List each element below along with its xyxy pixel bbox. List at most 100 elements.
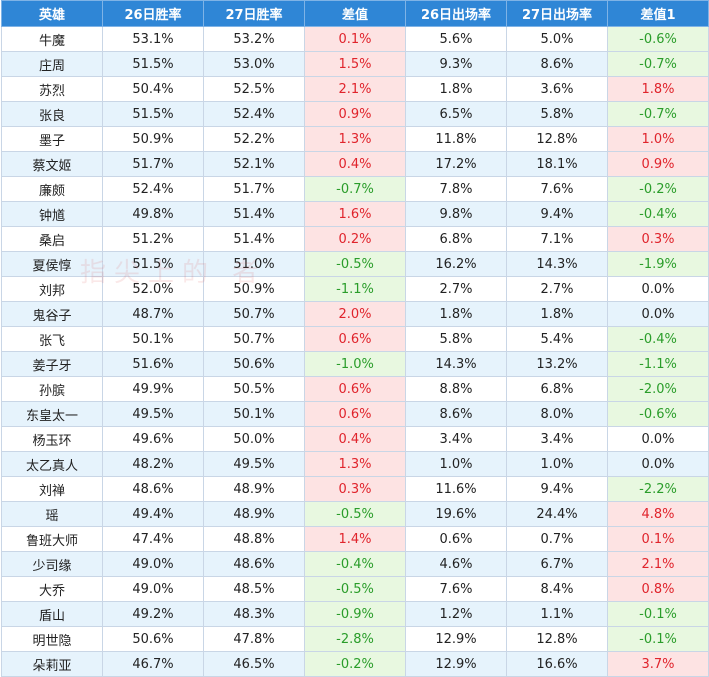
pickrate-diff-cell: 3.7%	[607, 651, 709, 677]
hero-name-cell: 墨子	[1, 126, 103, 152]
winrate-diff-cell: -1.1%	[304, 276, 406, 302]
pickrate-27-cell: 9.4%	[506, 201, 608, 227]
hero-name-cell: 夏侯惇	[1, 251, 103, 277]
winrate-27-cell: 51.4%	[203, 226, 305, 252]
pickrate-27-cell: 1.1%	[506, 601, 608, 627]
winrate-diff-cell: -2.8%	[304, 626, 406, 652]
winrate-26-cell: 49.9%	[102, 376, 204, 402]
table-body: 牛魔 53.1% 53.2% 0.1% 5.6% 5.0% -0.6% 庄周 51.5% 53.0…	[1, 26, 709, 677]
pickrate-27-cell: 8.0%	[506, 401, 608, 427]
hero-name-cell: 桑启	[1, 226, 103, 252]
hero-name-cell: 大乔	[1, 576, 103, 602]
winrate-26-cell: 49.4%	[102, 501, 204, 527]
table-row: 少司缘 49.0% 48.6% -0.4% 4.6% 6.7% 2.1%	[1, 551, 709, 577]
pickrate-diff-cell: 0.8%	[607, 576, 709, 602]
header-pickrate-27: 27日出场率	[506, 0, 608, 27]
winrate-diff-cell: 1.3%	[304, 451, 406, 477]
pickrate-26-cell: 16.2%	[405, 251, 507, 277]
winrate-diff-cell: 0.6%	[304, 376, 406, 402]
pickrate-27-cell: 8.4%	[506, 576, 608, 602]
winrate-27-cell: 52.1%	[203, 151, 305, 177]
winrate-27-cell: 53.2%	[203, 26, 305, 52]
table-row: 桑启 51.2% 51.4% 0.2% 6.8% 7.1% 0.3%	[1, 226, 709, 252]
winrate-26-cell: 51.5%	[102, 251, 204, 277]
winrate-27-cell: 51.7%	[203, 176, 305, 202]
pickrate-26-cell: 12.9%	[405, 626, 507, 652]
winrate-26-cell: 49.8%	[102, 201, 204, 227]
pickrate-27-cell: 5.8%	[506, 101, 608, 127]
winrate-diff-cell: 0.6%	[304, 401, 406, 427]
pickrate-27-cell: 13.2%	[506, 351, 608, 377]
pickrate-27-cell: 16.6%	[506, 651, 608, 677]
table-row: 张飞 50.1% 50.7% 0.6% 5.8% 5.4% -0.4%	[1, 326, 709, 352]
table-row: 张良 51.5% 52.4% 0.9% 6.5% 5.8% -0.7%	[1, 101, 709, 127]
winrate-diff-cell: 1.3%	[304, 126, 406, 152]
table-row: 鬼谷子 48.7% 50.7% 2.0% 1.8% 1.8% 0.0%	[1, 301, 709, 327]
table-row: 杨玉环 49.6% 50.0% 0.4% 3.4% 3.4% 0.0%	[1, 426, 709, 452]
hero-name-cell: 瑶	[1, 501, 103, 527]
pickrate-27-cell: 6.7%	[506, 551, 608, 577]
pickrate-26-cell: 8.8%	[405, 376, 507, 402]
winrate-diff-cell: -0.5%	[304, 576, 406, 602]
pickrate-26-cell: 1.2%	[405, 601, 507, 627]
pickrate-27-cell: 6.8%	[506, 376, 608, 402]
hero-name-cell: 苏烈	[1, 76, 103, 102]
winrate-diff-cell: 0.6%	[304, 326, 406, 352]
table-row: 大乔 49.0% 48.5% -0.5% 7.6% 8.4% 0.8%	[1, 576, 709, 602]
pickrate-27-cell: 7.6%	[506, 176, 608, 202]
winrate-27-cell: 50.7%	[203, 301, 305, 327]
winrate-diff-cell: 0.1%	[304, 26, 406, 52]
pickrate-diff-cell: 0.0%	[607, 276, 709, 302]
winrate-27-cell: 49.5%	[203, 451, 305, 477]
pickrate-27-cell: 14.3%	[506, 251, 608, 277]
winrate-diff-cell: -0.5%	[304, 501, 406, 527]
winrate-26-cell: 49.0%	[102, 551, 204, 577]
table-row: 钟馗 49.8% 51.4% 1.6% 9.8% 9.4% -0.4%	[1, 201, 709, 227]
pickrate-26-cell: 5.8%	[405, 326, 507, 352]
pickrate-26-cell: 9.8%	[405, 201, 507, 227]
winrate-diff-cell: -0.4%	[304, 551, 406, 577]
winrate-diff-cell: 1.5%	[304, 51, 406, 77]
header-pickrate-diff: 差值1	[607, 0, 709, 27]
winrate-27-cell: 48.6%	[203, 551, 305, 577]
winrate-diff-cell: 0.3%	[304, 476, 406, 502]
table-row: 盾山 49.2% 48.3% -0.9% 1.2% 1.1% -0.1%	[1, 601, 709, 627]
winrate-27-cell: 47.8%	[203, 626, 305, 652]
winrate-27-cell: 48.8%	[203, 526, 305, 552]
pickrate-26-cell: 1.8%	[405, 301, 507, 327]
winrate-27-cell: 48.3%	[203, 601, 305, 627]
table-row: 瑶 49.4% 48.9% -0.5% 19.6% 24.4% 4.8%	[1, 501, 709, 527]
winrate-diff-cell: 0.4%	[304, 426, 406, 452]
winrate-26-cell: 52.4%	[102, 176, 204, 202]
winrate-26-cell: 46.7%	[102, 651, 204, 677]
winrate-27-cell: 50.1%	[203, 401, 305, 427]
winrate-diff-cell: -1.0%	[304, 351, 406, 377]
winrate-27-cell: 50.0%	[203, 426, 305, 452]
winrate-diff-cell: 0.4%	[304, 151, 406, 177]
hero-name-cell: 朵莉亚	[1, 651, 103, 677]
winrate-26-cell: 49.0%	[102, 576, 204, 602]
pickrate-diff-cell: -1.9%	[607, 251, 709, 277]
hero-name-cell: 孙膑	[1, 376, 103, 402]
pickrate-diff-cell: -0.2%	[607, 176, 709, 202]
table-row: 姜子牙 51.6% 50.6% -1.0% 14.3% 13.2% -1.1%	[1, 351, 709, 377]
table-row: 墨子 50.9% 52.2% 1.3% 11.8% 12.8% 1.0%	[1, 126, 709, 152]
pickrate-diff-cell: -0.6%	[607, 26, 709, 52]
table-row: 孙膑 49.9% 50.5% 0.6% 8.8% 6.8% -2.0%	[1, 376, 709, 402]
pickrate-27-cell: 5.4%	[506, 326, 608, 352]
winrate-27-cell: 48.9%	[203, 501, 305, 527]
winrate-26-cell: 48.7%	[102, 301, 204, 327]
winrate-26-cell: 49.6%	[102, 426, 204, 452]
hero-name-cell: 姜子牙	[1, 351, 103, 377]
table-row: 廉颇 52.4% 51.7% -0.7% 7.8% 7.6% -0.2%	[1, 176, 709, 202]
header-hero: 英雄	[1, 0, 103, 27]
pickrate-26-cell: 7.8%	[405, 176, 507, 202]
hero-name-cell: 张良	[1, 101, 103, 127]
winrate-27-cell: 52.5%	[203, 76, 305, 102]
pickrate-26-cell: 2.7%	[405, 276, 507, 302]
hero-name-cell: 太乙真人	[1, 451, 103, 477]
header-winrate-diff: 差值	[304, 0, 406, 27]
pickrate-26-cell: 19.6%	[405, 501, 507, 527]
pickrate-diff-cell: -0.7%	[607, 101, 709, 127]
